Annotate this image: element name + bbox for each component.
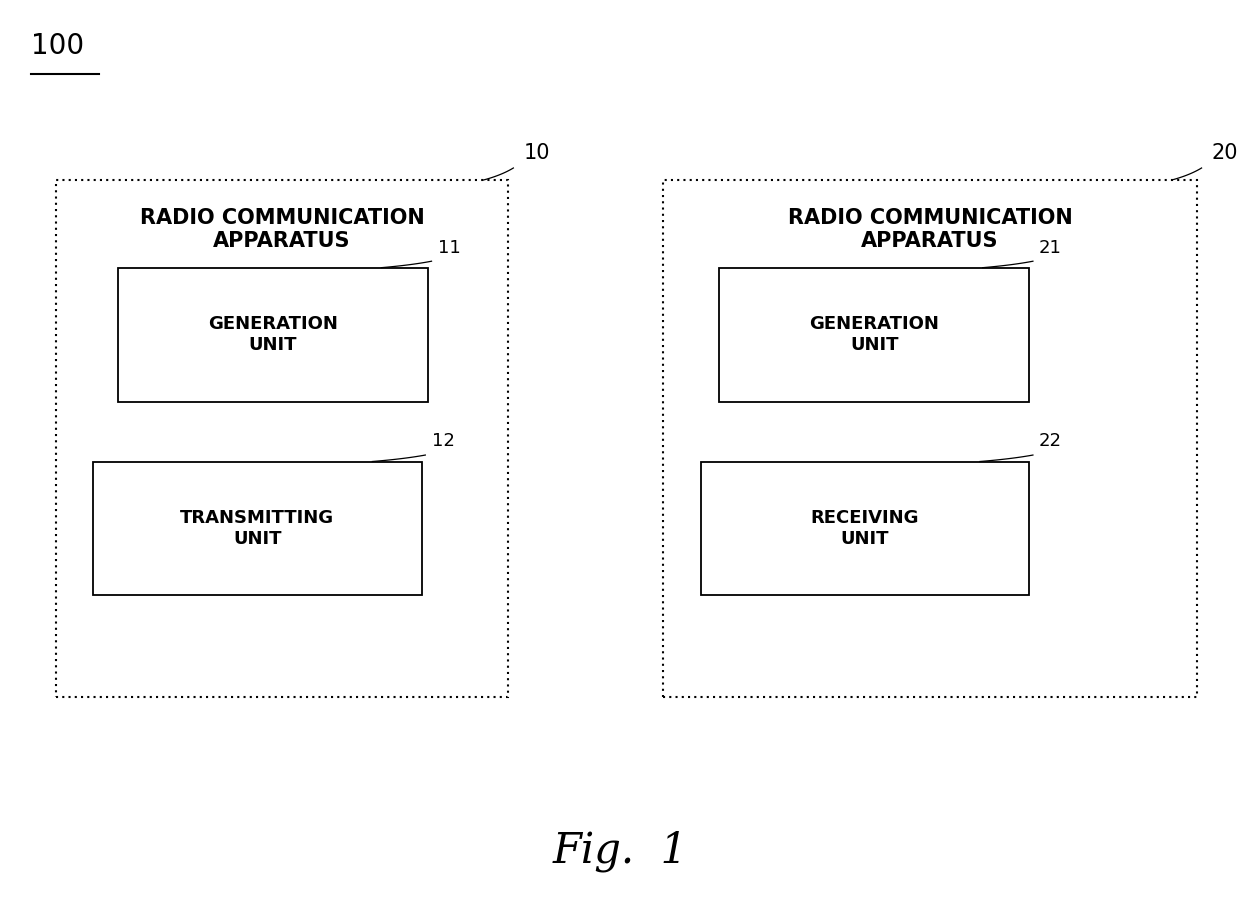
Bar [93,462,422,595]
Text: 11: 11 [438,238,460,257]
Bar [56,180,508,697]
Text: 100: 100 [31,32,84,60]
Text: RADIO COMMUNICATION
APPARATUS: RADIO COMMUNICATION APPARATUS [787,208,1073,251]
Text: 22: 22 [1039,432,1063,450]
Bar [719,268,1029,402]
Text: TRANSMITTING
UNIT: TRANSMITTING UNIT [180,509,335,548]
Text: 12: 12 [432,432,454,450]
Text: 10: 10 [523,143,549,163]
Text: RADIO COMMUNICATION
APPARATUS: RADIO COMMUNICATION APPARATUS [140,208,424,251]
Text: GENERATION
UNIT: GENERATION UNIT [810,315,939,354]
Bar [118,268,428,402]
Text: 20: 20 [1211,143,1238,163]
Text: GENERATION
UNIT: GENERATION UNIT [208,315,337,354]
Text: Fig.  1: Fig. 1 [553,830,687,872]
Bar [663,180,1197,697]
Bar [701,462,1029,595]
Text: 21: 21 [1039,238,1061,257]
Text: RECEIVING
UNIT: RECEIVING UNIT [811,509,919,548]
